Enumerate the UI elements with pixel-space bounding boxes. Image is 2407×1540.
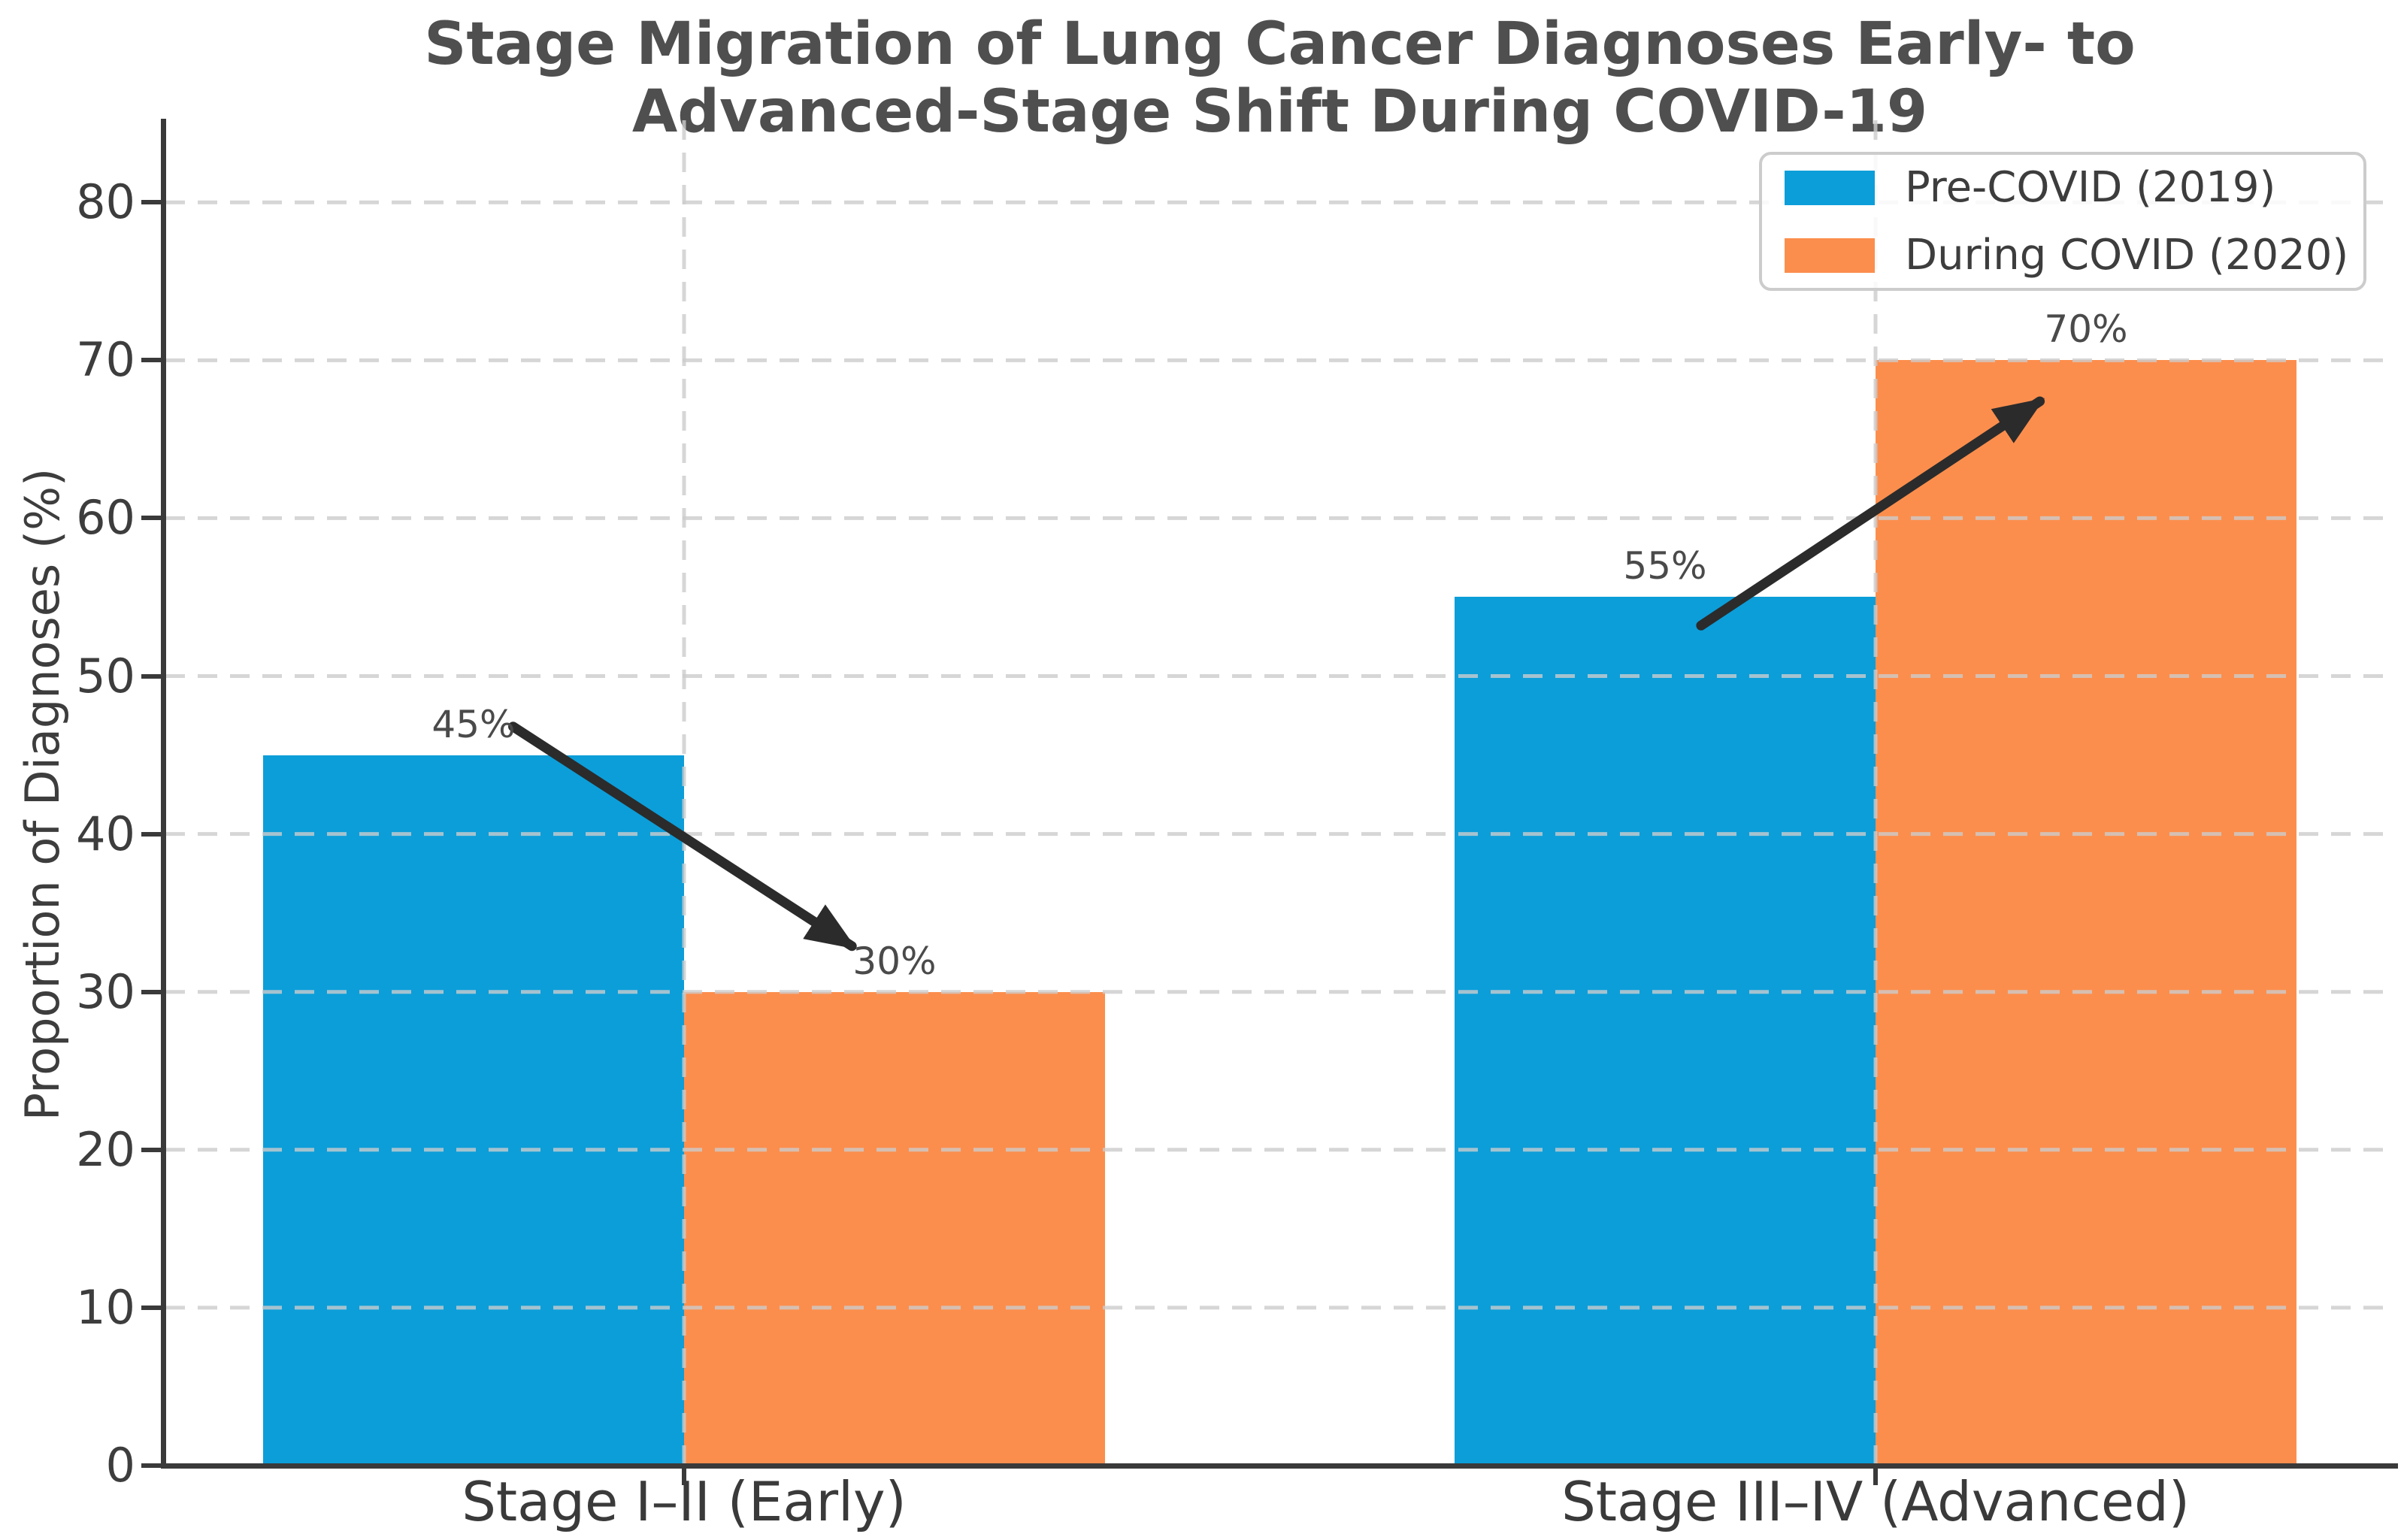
y-axis-spine [161, 119, 166, 1469]
y-tick-label-0: 0 [105, 1438, 135, 1493]
plot-area: 45% 55% 30% 70% [165, 120, 2394, 1466]
chart-title: Stage Migration of Lung Cancer Diagnoses… [165, 11, 2394, 147]
bar-value-label-pre-covid-early: 45% [431, 702, 516, 746]
x-axis-spine [161, 1463, 2398, 1469]
y-tick-mark-80 [141, 200, 161, 205]
y-tick-mark-50 [141, 673, 161, 679]
bar-during-covid-early [684, 991, 1105, 1466]
x-tick-mark-early [682, 1469, 686, 1485]
legend: Pre-COVID (2019) During COVID (2020) [1759, 152, 2366, 291]
legend-item-during-covid: During COVID (2020) [1785, 234, 2363, 277]
x-tick-label-advanced: Stage III–IV (Advanced) [1561, 1470, 2190, 1533]
y-tick-label-80: 80 [76, 174, 135, 230]
legend-item-pre-covid: Pre-COVID (2019) [1785, 162, 2363, 212]
legend-label-pre-covid: Pre-COVID (2019) [1905, 162, 2276, 212]
y-axis-label: Proportion of Diagnoses (%) [15, 467, 70, 1121]
bar-pre-covid-early [263, 755, 684, 1466]
x-tick-mark-advanced [1873, 1469, 1878, 1485]
y-tick-mark-60 [141, 516, 161, 521]
bar-value-label-pre-covid-advanced: 55% [1623, 544, 1707, 588]
legend-swatch-pre-covid [1785, 170, 1875, 205]
y-tick-mark-10 [141, 1305, 161, 1310]
y-tick-mark-0 [141, 1463, 161, 1468]
y-tick-label-50: 50 [76, 648, 135, 703]
y-tick-label-30: 30 [76, 964, 135, 1019]
y-tick-label-40: 40 [76, 806, 135, 861]
chart-title-line-1: Stage Migration of Lung Cancer Diagnoses… [424, 11, 2136, 78]
bar-value-label-during-covid-advanced: 70% [2044, 307, 2128, 352]
y-tick-label-60: 60 [76, 490, 135, 546]
chart-title-line-2: Advanced-Stage Shift During COVID-19 [631, 78, 1928, 147]
y-tick-label-10: 10 [76, 1279, 135, 1335]
y-tick-label-20: 20 [76, 1121, 135, 1177]
bar-value-label-during-covid-early: 30% [852, 939, 937, 983]
x-tick-label-early: Stage I–II (Early) [462, 1470, 907, 1533]
bar-during-covid-advanced [1876, 360, 2296, 1466]
y-tick-mark-40 [141, 831, 161, 837]
y-tick-label-70: 70 [76, 332, 135, 388]
y-tick-mark-70 [141, 358, 161, 363]
y-tick-mark-20 [141, 1147, 161, 1152]
legend-label-during-covid: During COVID (2020) [1905, 230, 2349, 280]
legend-swatch-during-covid [1785, 238, 1875, 273]
y-tick-mark-30 [141, 989, 161, 994]
bar-pre-covid-advanced [1455, 597, 1876, 1466]
